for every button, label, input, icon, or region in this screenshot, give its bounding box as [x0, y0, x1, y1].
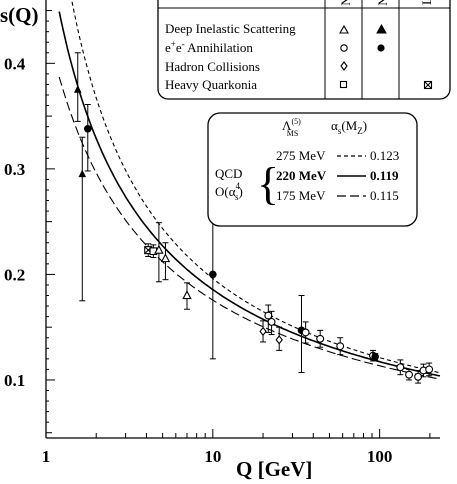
x-tick-label: 100: [367, 447, 393, 466]
legend-col-head-3: L: [419, 0, 434, 5]
qcd-curve-long-dashed: [58, 76, 441, 380]
axis-tick-labels: 1 10 100 0.1 0.2 0.3 0.4: [4, 54, 392, 466]
marker-filled-circle: [209, 270, 217, 279]
data-point-open-circle: [405, 368, 413, 381]
marker-filled-circle: [83, 124, 92, 133]
y-tick-label: 0.3: [4, 160, 25, 179]
marker-open-diamond: [275, 335, 283, 345]
legend-open-circle-icon: [340, 44, 348, 52]
legend-open-square-icon: [339, 80, 348, 89]
legend-box: [157, 0, 451, 100]
data-point-open-circle: [301, 321, 310, 344]
data-point-open-circle: [336, 337, 345, 356]
qcd-curves: [58, 0, 441, 380]
y-tick-label: 0.4: [4, 54, 26, 73]
qcd-row-1-alpha: 0.123: [370, 148, 399, 163]
qcd-brace: {: [257, 158, 279, 209]
legend-open-diamond-icon: [340, 61, 348, 71]
x-tick-label: 10: [204, 447, 221, 466]
qcd-row-2-alpha: 0.119: [370, 168, 399, 183]
qcd-label: QCD: [215, 166, 242, 181]
data-point-open-circle: [396, 359, 405, 376]
y-tick-label: 0.1: [4, 371, 25, 390]
qcd-curve-solid: [58, 11, 441, 377]
data-point-filled-triangle: [73, 52, 82, 122]
marker-open-circle: [425, 365, 434, 374]
marker-open-triangle: [154, 244, 164, 254]
legend-col-head-1: N: [338, 0, 353, 6]
legend-label-quarkonia: Heavy Quarkonia: [165, 77, 257, 92]
data-point-open-triangle: [182, 282, 192, 310]
data-points: [73, 52, 434, 384]
marker-open-circle: [316, 334, 325, 343]
marker-open-diamond: [259, 326, 267, 337]
legend-filled-circle-icon: [377, 44, 385, 52]
legend-label-dis: Deep Inelastic Scattering: [165, 21, 296, 36]
legend-crossed-square-icon: [423, 80, 433, 90]
data-point-open-diamond: [275, 326, 283, 351]
qcd-row-1-lambda: 275 MeV: [276, 148, 326, 163]
marker-open-triangle: [182, 290, 192, 300]
marker-filled-triangle: [78, 169, 87, 178]
qcd-order-label: O(α4 s): [215, 181, 243, 202]
marker-open-triangle: [160, 253, 171, 263]
qcd-curve-dashed: [71, 0, 441, 374]
data-point-open-diamond: [259, 320, 267, 343]
marker-open-circle: [267, 317, 276, 326]
marker-open-circle: [301, 328, 310, 337]
qcd-row-3-alpha: 0.115: [370, 188, 399, 203]
data-point-open-triangle: [154, 222, 164, 283]
data-point-filled-circle: [83, 103, 92, 172]
data-point-open-circle: [267, 310, 276, 336]
marker-filled-triangle: [73, 85, 82, 93]
x-tick-label: 1: [42, 447, 51, 466]
legend: N N L Deep Inelastic Scattering e+e- Ann…: [157, 0, 451, 100]
qcd-header-lambda: Λ(5) MS: [282, 117, 301, 138]
qcd-inset: Λ(5) MS αs(MZ) QCD O(α4 s) { 275 MeV 220 M…: [207, 112, 418, 227]
data-point-filled-circle: [371, 352, 379, 361]
y-tick-label: 0.2: [4, 265, 25, 284]
marker-open-circle: [405, 370, 413, 379]
legend-open-triangle-icon: [339, 24, 349, 34]
x-axis-title: Q [GeV]: [236, 457, 312, 481]
legend-label-hadron: Hadron Collisions: [165, 59, 260, 74]
plot-frame: [45, 0, 440, 439]
marker-open-circle: [336, 342, 345, 351]
legend-col-head-2: N: [375, 0, 390, 6]
qcd-row-3-lambda: 175 MeV: [276, 188, 326, 203]
qcd-inset-box: [207, 112, 418, 227]
data-point-open-circle: [425, 362, 434, 377]
marker-filled-circle: [371, 352, 379, 361]
data-point-filled-circle: [297, 295, 306, 374]
qcd-header-alpha: αs(MZ): [331, 118, 367, 136]
legend-filled-triangle-icon: [376, 23, 387, 34]
data-point-open-circle: [316, 329, 325, 348]
axis-ticks: [45, 10, 431, 438]
data-point-filled-triangle: [78, 136, 87, 302]
data-point-filled-circle: [209, 210, 217, 360]
y-axis-title: s(Q): [0, 3, 39, 27]
qcd-row-2-lambda: 220 MeV: [276, 168, 327, 183]
data-point-open-triangle: [160, 242, 171, 281]
marker-open-circle: [396, 363, 405, 372]
marker-open-circle: [264, 311, 273, 320]
legend-label-ee: e+e- Annihilation: [165, 39, 253, 55]
